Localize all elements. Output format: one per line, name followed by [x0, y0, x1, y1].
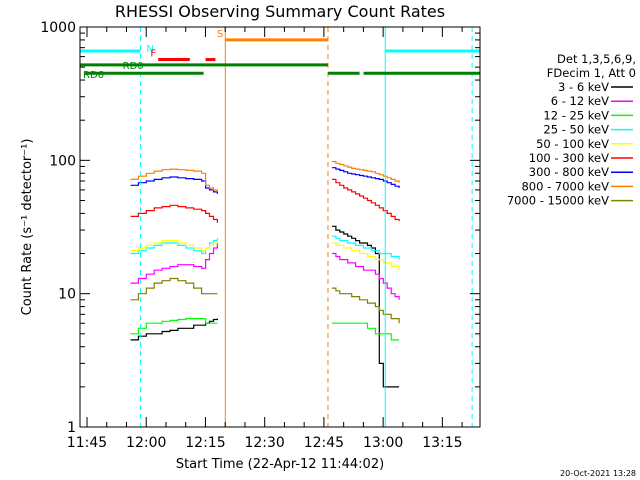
series-line — [331, 235, 400, 260]
series-line — [130, 243, 218, 284]
y-axis-label: Count Rate (s⁻¹ detector⁻¹) — [20, 139, 35, 316]
series-line — [331, 178, 400, 222]
y-tick-label: 10 — [58, 287, 76, 303]
legend-entry-label: 300 - 800 keV — [529, 165, 609, 179]
x-axis-label: Start Time (22-Apr-12 11:44:02) — [176, 457, 384, 472]
series-line — [331, 167, 400, 188]
state-bars: NF S RD0 RD6 — [80, 27, 480, 427]
x-tick-label: 12:45 — [304, 435, 344, 451]
legend-entry-label: 800 - 7000 keV — [521, 179, 609, 193]
y-tick-label: 1 — [67, 420, 76, 436]
series-line — [130, 318, 218, 335]
x-tick-label: 13:00 — [363, 435, 403, 451]
legend-entry-label: 6 - 12 keV — [551, 94, 609, 108]
legend-entry-label: 3 - 6 keV — [558, 80, 609, 94]
series-line — [130, 277, 218, 301]
series-line — [331, 287, 400, 324]
legend-entry-label: 100 - 300 keV — [529, 151, 609, 165]
series-line — [130, 238, 218, 255]
legend-entry-label: 25 - 50 keV — [543, 123, 609, 137]
state-bar-label: F — [150, 49, 156, 60]
series-line — [331, 242, 400, 271]
legend-header: FDecim 1, Att 0 — [547, 66, 636, 80]
legend-entry-label: 7000 - 15000 keV — [507, 194, 609, 208]
state-bar-label: RD0 — [123, 61, 144, 72]
series-line — [130, 176, 218, 194]
axes: 1 10 100 1000 11:45 12:00 12:15 12:30 12:45 13:00… — [40, 20, 480, 451]
x-tick-label: 12:00 — [126, 435, 166, 451]
x-tick-label: 13:15 — [422, 435, 462, 451]
series-line — [130, 240, 218, 252]
state-bar-label: RD6 — [83, 70, 104, 81]
chart-title: RHESSI Observing Summary Count Rates — [115, 2, 445, 21]
state-bar-label: N — [146, 44, 153, 55]
series-line — [130, 204, 218, 223]
legend-entry-label: 50 - 100 keV — [536, 137, 609, 151]
series-line — [331, 322, 400, 341]
legend-header: Det 1,3,5,6,9, — [557, 52, 636, 66]
x-tick-label: 12:30 — [244, 435, 284, 451]
series-line — [331, 225, 400, 388]
plot-frame — [79, 26, 481, 428]
legend: Det 1,3,5,6,9,FDecim 1, Att 03 - 6 keV6 … — [507, 52, 636, 208]
legend-entry-label: 12 - 25 keV — [543, 108, 609, 122]
x-tick-label: 11:45 — [67, 435, 107, 451]
series-line — [331, 160, 400, 183]
series-line — [130, 168, 218, 192]
data-layer — [130, 160, 400, 388]
y-tick-label: 1000 — [40, 20, 76, 36]
y-tick-label: 100 — [49, 153, 76, 169]
series-line — [331, 252, 400, 300]
x-tick-label: 12:15 — [185, 435, 225, 451]
series-line — [130, 318, 218, 341]
footer-date: 20-Oct-2021 13:28 — [560, 469, 636, 478]
state-bar-label: S — [217, 29, 223, 40]
